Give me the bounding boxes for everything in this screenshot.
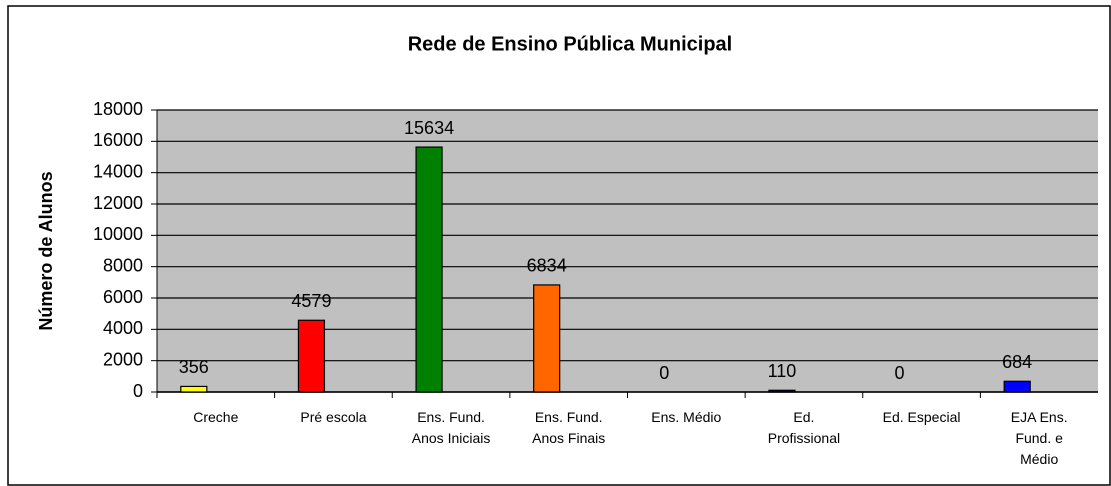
y-tick-label: 0	[133, 381, 143, 401]
y-tick-label: 10000	[93, 224, 143, 244]
bar	[768, 389, 796, 393]
y-tick-label: 6000	[103, 287, 143, 307]
x-tick-label: Ens. Médio	[651, 409, 721, 425]
data-label: 15634	[404, 118, 454, 138]
x-tick-label: Pré escola	[300, 409, 366, 425]
y-axis-label: Número de Alunos	[36, 171, 56, 330]
data-label: 684	[1002, 352, 1032, 372]
x-tick-label: Ed. Profissional	[768, 409, 840, 446]
x-tick-label: Ed. Especial	[883, 409, 961, 425]
data-label: 6834	[527, 256, 567, 276]
data-label: 110	[768, 361, 797, 381]
data-label: 0	[895, 363, 905, 383]
y-tick-label: 18000	[93, 99, 143, 119]
data-label: 356	[179, 357, 209, 377]
y-tick-label: 2000	[103, 349, 143, 369]
chart-title: Rede de Ensino Pública Municipal	[408, 33, 733, 55]
bar	[180, 385, 208, 393]
y-tick-label: 14000	[93, 161, 143, 181]
data-label: 0	[659, 363, 669, 383]
x-tick-label: Ens. Fund. Anos Finais	[532, 409, 605, 446]
bar	[415, 146, 443, 393]
y-tick-label: 4000	[103, 318, 143, 338]
x-tick-label: Creche	[193, 409, 238, 425]
bar	[1003, 380, 1031, 393]
data-label: 4579	[291, 291, 331, 311]
x-tick-label: Ens. Fund. Anos Iniciais	[412, 409, 491, 446]
bar	[533, 284, 561, 393]
bar	[297, 319, 326, 393]
x-tick-label: EJA Ens. Fund. e Médio	[1011, 409, 1068, 467]
y-tick-label: 12000	[93, 193, 143, 213]
y-tick-label: 8000	[103, 255, 143, 275]
y-tick-label: 16000	[93, 130, 143, 150]
